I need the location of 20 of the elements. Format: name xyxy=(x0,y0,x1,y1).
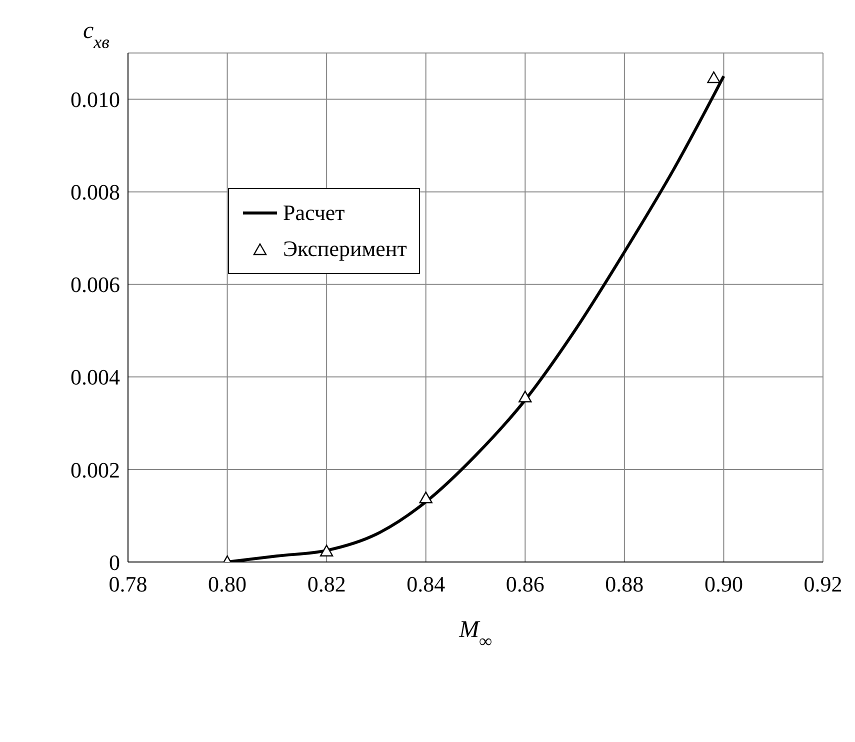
x-tick-label: 0.86 xyxy=(506,572,544,597)
x-tick-label: 0.92 xyxy=(804,572,842,597)
legend-label: Расчет xyxy=(283,200,345,226)
y-tick-label: 0.010 xyxy=(70,87,120,112)
point xyxy=(707,71,720,84)
point xyxy=(518,390,532,402)
x-tick-label: 0.88 xyxy=(605,572,644,597)
y-tick-label: 0.008 xyxy=(70,180,120,205)
point xyxy=(320,544,334,556)
x-tick-label: 0.80 xyxy=(208,572,247,597)
point xyxy=(419,492,432,504)
y-tick-label: 0.006 xyxy=(70,272,120,298)
y-tick-label: 0.002 xyxy=(70,457,120,482)
x-axis-title: M$_{∞}$ xyxy=(458,617,492,651)
x-tick-label: 0.90 xyxy=(704,572,743,597)
x-tick-label: 0.82 xyxy=(307,572,346,597)
y-tick-label: 0.004 xyxy=(70,364,120,390)
legend-label: Эксперимент xyxy=(283,236,407,262)
y-axis-title: c$_{xв}$ xyxy=(83,18,110,52)
x-tick-label: 0.84 xyxy=(406,572,446,597)
